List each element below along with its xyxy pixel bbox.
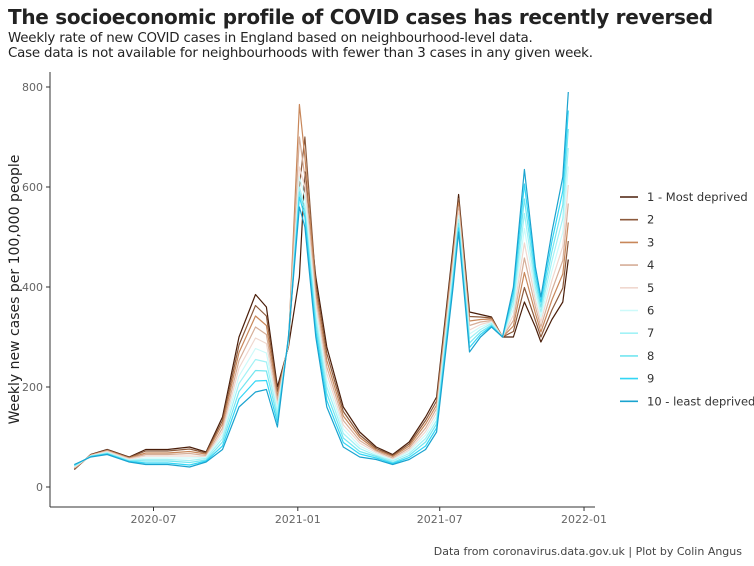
series-line-1 (73, 171, 569, 470)
chart-caption: Data from coronavirus.data.gov.uk | Plot… (433, 545, 742, 558)
legend-label-2: 2 (647, 213, 654, 227)
y-axis-label: Weekly new cases per 100,000 people (7, 155, 23, 425)
x-tick-label: 2021-01 (275, 513, 321, 526)
y-tick-label: 800 (22, 81, 43, 94)
legend-label-10: 10 - least deprived (647, 394, 754, 408)
y-tick-label: 0 (36, 481, 43, 494)
series-line-10 (74, 91, 569, 468)
y-tick-label: 200 (22, 381, 43, 394)
series-line-6 (73, 166, 569, 468)
legend-label-4: 4 (647, 258, 654, 272)
y-tick-label: 400 (22, 281, 43, 294)
legend-label-7: 7 (647, 326, 654, 340)
series-line-4 (73, 136, 569, 469)
chart-subtitle-line-1: Weekly rate of new COVID cases in Englan… (8, 31, 533, 46)
series-line-2 (73, 136, 569, 470)
legend-label-3: 3 (647, 235, 654, 249)
series-line-5 (73, 166, 569, 468)
x-tick-label: 2020-07 (131, 513, 177, 526)
legend-label-9: 9 (647, 372, 654, 386)
series-line-8 (74, 128, 569, 467)
series-line-9 (74, 110, 569, 466)
y-tick-label: 600 (22, 181, 43, 194)
chart-subtitle-line-2: Case data is not available for neighbour… (8, 46, 593, 61)
legend-label-5: 5 (647, 281, 654, 295)
series-line-7 (73, 147, 569, 467)
chart-title: The socioeconomic profile of COVID cases… (8, 5, 713, 29)
legend-label-8: 8 (647, 349, 654, 363)
legend-label-6: 6 (647, 304, 654, 318)
series-line-3 (73, 103, 569, 469)
legend-label-1: 1 - Most deprived (647, 190, 748, 204)
x-tick-label: 2021-07 (417, 513, 463, 526)
x-tick-label: 2022-01 (561, 513, 607, 526)
